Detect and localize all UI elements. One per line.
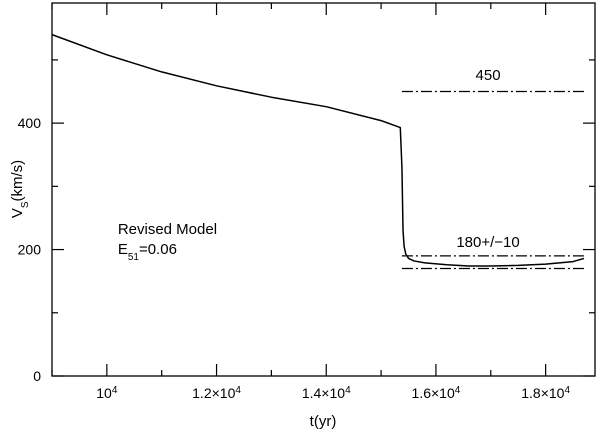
x-axis-label: t(yr) xyxy=(310,413,337,430)
x-tick-label: 1.2×104 xyxy=(192,385,241,402)
x-tick-label: 104 xyxy=(96,385,118,402)
model-label-value: =0.06 xyxy=(139,241,177,258)
y-axis-label-base: V xyxy=(9,208,26,218)
model-label-line1: Revised Model xyxy=(118,221,217,238)
y-tick-label: 0 xyxy=(33,368,41,384)
plot-frame xyxy=(51,2,596,377)
tick-labels: 104 1.2×104 1.4×104 1.6×104 1.8×104 0 200 400 xyxy=(18,115,571,401)
series-line-0 xyxy=(51,33,585,267)
model-label-sub: 51 xyxy=(128,251,140,262)
annotations: 450 180+/−10 xyxy=(456,67,519,251)
y-axis-label-rest: (km/s) xyxy=(9,160,26,202)
y-tick-label: 200 xyxy=(18,242,42,258)
reference-lines xyxy=(401,90,585,270)
y-tick-label: 400 xyxy=(18,115,42,131)
annotation-label: 450 xyxy=(476,67,501,84)
model-label-line2: E51=0.06 xyxy=(118,241,177,263)
axis-ticks xyxy=(51,3,595,377)
y-axis-label: VS(km/s) xyxy=(9,160,31,218)
y-axis-label-sub: S xyxy=(20,201,31,208)
x-tick-label: 1.4×104 xyxy=(302,385,351,402)
series-group xyxy=(51,33,585,267)
model-label-e: E xyxy=(118,241,128,258)
annotation-label: 180+/−10 xyxy=(456,234,519,251)
x-tick-label: 1.8×104 xyxy=(521,385,570,402)
x-tick-label: 1.6×104 xyxy=(412,385,461,402)
